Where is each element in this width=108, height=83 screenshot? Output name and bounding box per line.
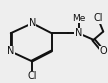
Text: Cl: Cl [28,71,37,81]
Text: N: N [29,18,36,28]
Text: Cl: Cl [93,13,103,23]
Text: O: O [99,46,107,56]
Text: Me: Me [72,14,85,23]
Text: N: N [75,28,82,38]
Text: N: N [7,46,14,56]
